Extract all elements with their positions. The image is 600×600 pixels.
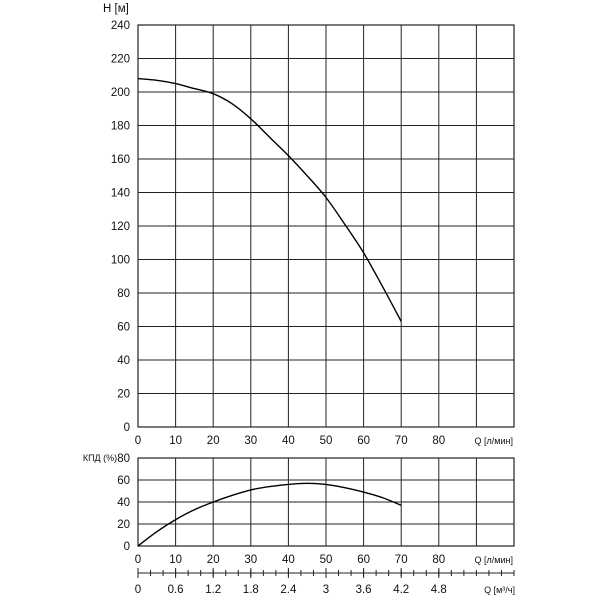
eff-x-tick-label: 10: [169, 554, 182, 566]
head-y-tick-label: 0: [124, 422, 130, 434]
eff-y-axis-label: КПД (%): [83, 453, 117, 463]
head-y-tick-label: 180: [111, 121, 130, 133]
eff-x-tick-label: 70: [395, 554, 408, 566]
eff-y-tick-label: 40: [117, 497, 130, 509]
head-x-tick-label: 0: [135, 435, 141, 447]
head-y-tick-label: 40: [117, 355, 130, 367]
head-y-tick-label: 100: [111, 255, 130, 267]
m3-scale-tick-label: 1.2: [205, 584, 221, 596]
head-plot-frame: [137, 24, 515, 428]
eff-plot-frame: [137, 457, 515, 547]
head-chart: 0 20 40 60 80 100 120 140 160 180 200 220 240 0 10 20 30…: [103, 3, 515, 447]
head-x-tick-label: 50: [320, 435, 333, 447]
eff-x-tick-label: 40: [282, 554, 295, 566]
head-y-tick-label: 60: [117, 322, 130, 334]
head-y-tick-label: 160: [111, 154, 130, 166]
eff-y-tick-label: 20: [117, 519, 130, 531]
head-x-axis-label: Q [л/мин]: [475, 436, 513, 446]
head-y-tick-label: 140: [111, 188, 130, 200]
m3-scale-tick-label: 3: [323, 584, 329, 596]
head-y-tick-label: 240: [111, 20, 130, 32]
head-y-tick-label: 20: [117, 389, 130, 401]
eff-x-tick-label: 60: [357, 554, 370, 566]
head-x-tick-label: 20: [207, 435, 220, 447]
eff-x-tick-label: 50: [320, 554, 333, 566]
m3-scale-axis-label: Q [м³/ч]: [484, 585, 515, 595]
eff-x-axis-label: Q [л/мин]: [475, 555, 513, 565]
m3-scale-tick-label: 0.6: [168, 584, 184, 596]
head-y-axis-label: H [м]: [103, 3, 129, 15]
eff-y-tick-label: 60: [117, 475, 130, 487]
flow-m3h-scale: 0 0.6 1.2 1.8 2.4 3 3.6 4.2 4.8 Q [м³/ч]: [135, 568, 515, 596]
eff-y-tick-label: 80: [117, 453, 130, 465]
head-x-tick-label: 80: [432, 435, 445, 447]
eff-y-tick-label: 0: [124, 541, 130, 553]
m3-scale-tick-label: 4.8: [431, 584, 447, 596]
m3-scale-tick-label: 3.6: [356, 584, 372, 596]
head-y-tick-label: 120: [111, 221, 130, 233]
eff-x-tick-label: 0: [135, 554, 141, 566]
head-y-tick-label: 200: [111, 87, 130, 99]
head-x-tick-label: 60: [357, 435, 370, 447]
eff-x-tick-label: 80: [432, 554, 445, 566]
m3-scale-tick-label: 0: [135, 584, 141, 596]
m3-scale-tick-label: 1.8: [243, 584, 259, 596]
m3-scale-tick-label: 4.2: [393, 584, 409, 596]
head-x-tick-label: 10: [169, 435, 182, 447]
eff-curve: [137, 482, 402, 547]
head-curve: [137, 77, 402, 322]
head-x-tick-label: 40: [282, 435, 295, 447]
head-x-tick-label: 70: [395, 435, 408, 447]
m3-scale-tick-label: 2.4: [280, 584, 297, 596]
eff-x-tick-label: 30: [244, 554, 257, 566]
head-y-tick-label: 80: [117, 288, 130, 300]
head-y-tick-label: 220: [111, 54, 130, 66]
head-x-tick-label: 30: [244, 435, 257, 447]
eff-x-tick-label: 20: [207, 554, 220, 566]
